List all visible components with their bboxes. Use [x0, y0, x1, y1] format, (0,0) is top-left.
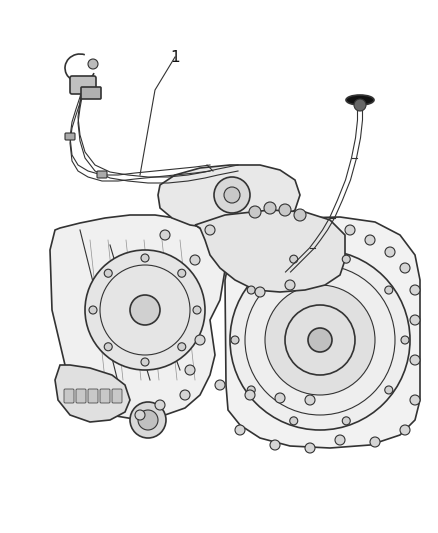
Circle shape	[224, 187, 240, 203]
Circle shape	[365, 235, 375, 245]
Circle shape	[264, 202, 276, 214]
Polygon shape	[55, 365, 130, 422]
Circle shape	[104, 269, 112, 277]
FancyBboxPatch shape	[65, 133, 75, 140]
Circle shape	[190, 255, 200, 265]
Ellipse shape	[346, 95, 374, 105]
Circle shape	[410, 285, 420, 295]
Polygon shape	[158, 165, 300, 228]
Circle shape	[205, 225, 215, 235]
Circle shape	[85, 250, 205, 370]
Circle shape	[89, 306, 97, 314]
Circle shape	[385, 286, 393, 294]
FancyBboxPatch shape	[88, 389, 98, 403]
Circle shape	[247, 286, 255, 294]
FancyBboxPatch shape	[100, 389, 110, 403]
FancyBboxPatch shape	[64, 389, 74, 403]
Circle shape	[370, 437, 380, 447]
Circle shape	[294, 209, 306, 221]
Circle shape	[265, 285, 375, 395]
Circle shape	[141, 358, 149, 366]
Circle shape	[245, 390, 255, 400]
Circle shape	[214, 177, 250, 213]
Circle shape	[135, 410, 145, 420]
Circle shape	[290, 255, 298, 263]
Circle shape	[141, 254, 149, 262]
Circle shape	[155, 400, 165, 410]
Circle shape	[400, 263, 410, 273]
Circle shape	[193, 306, 201, 314]
Circle shape	[160, 230, 170, 240]
Polygon shape	[195, 210, 345, 292]
Circle shape	[185, 365, 195, 375]
Circle shape	[345, 225, 355, 235]
Circle shape	[335, 435, 345, 445]
Circle shape	[400, 425, 410, 435]
FancyBboxPatch shape	[112, 389, 122, 403]
Circle shape	[249, 206, 261, 218]
Polygon shape	[225, 217, 420, 448]
Polygon shape	[50, 215, 225, 420]
Circle shape	[130, 402, 166, 438]
Circle shape	[305, 443, 315, 453]
Circle shape	[247, 386, 255, 394]
Circle shape	[230, 250, 410, 430]
FancyBboxPatch shape	[70, 76, 96, 94]
Circle shape	[235, 425, 245, 435]
Circle shape	[342, 255, 350, 263]
Circle shape	[270, 440, 280, 450]
Circle shape	[88, 59, 98, 69]
Circle shape	[104, 343, 112, 351]
FancyBboxPatch shape	[81, 87, 101, 99]
Circle shape	[178, 269, 186, 277]
Circle shape	[308, 328, 332, 352]
Circle shape	[410, 355, 420, 365]
Circle shape	[275, 393, 285, 403]
Circle shape	[385, 247, 395, 257]
Circle shape	[410, 315, 420, 325]
Text: 1: 1	[170, 50, 180, 64]
Circle shape	[138, 410, 158, 430]
Circle shape	[130, 295, 160, 325]
Circle shape	[279, 204, 291, 216]
Circle shape	[178, 343, 186, 351]
Circle shape	[290, 417, 298, 425]
Circle shape	[180, 390, 190, 400]
Circle shape	[215, 380, 225, 390]
Circle shape	[401, 336, 409, 344]
Circle shape	[231, 336, 239, 344]
Circle shape	[285, 280, 295, 290]
Circle shape	[354, 99, 366, 111]
Circle shape	[305, 395, 315, 405]
FancyBboxPatch shape	[76, 389, 86, 403]
Circle shape	[255, 287, 265, 297]
Circle shape	[410, 395, 420, 405]
Circle shape	[385, 386, 393, 394]
Circle shape	[195, 335, 205, 345]
Circle shape	[342, 417, 350, 425]
FancyBboxPatch shape	[97, 171, 107, 178]
